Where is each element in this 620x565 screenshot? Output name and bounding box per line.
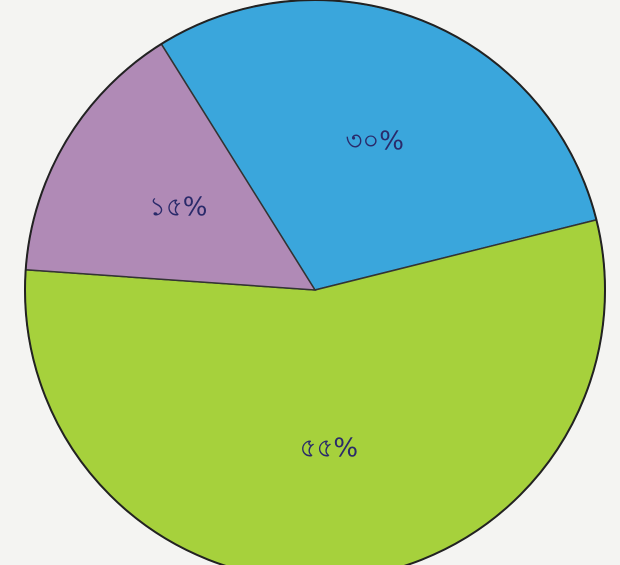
slice-label: ৫৫% — [300, 433, 358, 463]
slice-label: ৩০% — [345, 127, 404, 157]
slice-label: ১৫% — [149, 192, 207, 222]
pie-outline — [24, 0, 606, 565]
